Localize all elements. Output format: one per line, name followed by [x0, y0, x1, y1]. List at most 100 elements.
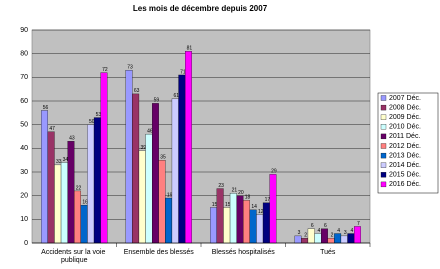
- bar: [132, 93, 140, 244]
- bar: [184, 51, 192, 244]
- value-label: 21: [232, 188, 238, 194]
- value-label: 39: [140, 145, 146, 151]
- value-label: 43: [69, 136, 75, 142]
- legend-swatch: [380, 133, 387, 140]
- legend-swatch: [380, 143, 387, 149]
- y-tick-label: 90: [20, 27, 28, 34]
- y-tick-label: 30: [20, 169, 28, 176]
- value-label: 71: [180, 69, 186, 75]
- value-label: 2: [331, 233, 334, 239]
- value-label: 63: [134, 88, 140, 94]
- bar: [249, 209, 257, 244]
- bar: [320, 228, 328, 244]
- bar: [67, 141, 75, 244]
- legend-swatch: [380, 104, 387, 111]
- value-label: 15: [212, 202, 218, 208]
- legend-swatch: [380, 95, 387, 101]
- legend-swatch: [380, 114, 387, 120]
- legend-label: 2010 Déc.: [389, 124, 421, 131]
- y-tick-label: 10: [20, 216, 28, 223]
- bar: [262, 202, 270, 244]
- legend-swatch: [380, 124, 387, 130]
- y-tick-label: 60: [20, 98, 28, 105]
- bar: [216, 188, 224, 244]
- value-label: 29: [271, 169, 277, 175]
- bar: [223, 207, 231, 244]
- bar: [41, 110, 48, 244]
- x-tick-label: Ensemble des blessés: [124, 249, 195, 256]
- value-label: 47: [49, 126, 55, 132]
- value-label: 19: [167, 192, 173, 198]
- legend-label: 2012 Déc.: [389, 143, 421, 150]
- value-label: 14: [251, 204, 257, 210]
- bar: [80, 204, 88, 244]
- bar: [47, 131, 55, 244]
- bar: [294, 235, 302, 244]
- value-label: 46: [147, 128, 153, 134]
- legend-swatch: [380, 162, 387, 168]
- value-label: 53: [96, 112, 102, 118]
- legend-label: 2015 Déc.: [389, 172, 421, 179]
- bar: [347, 233, 355, 244]
- value-label: 33: [56, 159, 62, 165]
- bar: [327, 238, 335, 244]
- bar: [334, 233, 342, 244]
- bar: [165, 197, 173, 244]
- y-tick-label: 0: [24, 240, 28, 247]
- value-label: 12: [258, 209, 264, 215]
- bar: [236, 195, 244, 244]
- bar: [74, 190, 81, 244]
- y-tick-label: 40: [20, 145, 28, 152]
- value-label: 3: [298, 230, 301, 236]
- value-label: 34: [63, 157, 69, 163]
- value-label: 23: [218, 183, 224, 189]
- bar: [307, 228, 315, 244]
- y-tick-label: 50: [20, 122, 28, 129]
- legend-label: 2008 Déc.: [389, 104, 421, 111]
- value-label: 4: [317, 228, 320, 234]
- bar: [210, 207, 217, 244]
- x-tick-label: Tués: [320, 249, 336, 256]
- bar: [171, 98, 179, 244]
- bar: [54, 164, 62, 244]
- x-tick-label-line: publique: [61, 257, 88, 264]
- bar: [151, 103, 159, 244]
- bar: [125, 70, 133, 244]
- bar: [60, 162, 68, 244]
- bar: [145, 133, 153, 244]
- legend-label: 2013 Déc.: [389, 152, 421, 159]
- legend-label: 2011 Déc.: [389, 133, 420, 140]
- y-tick-label: 20: [20, 193, 28, 200]
- value-label: 6: [324, 223, 327, 229]
- value-label: 15: [225, 202, 231, 208]
- value-label: 61: [173, 93, 179, 99]
- bar: [340, 235, 348, 244]
- value-label: 17: [265, 197, 271, 203]
- x-tick-label: Blessés hospitalisés: [212, 249, 276, 256]
- value-label: 4: [350, 228, 353, 234]
- legend-label: 2014 Déc.: [389, 162, 421, 169]
- value-label: 50: [89, 119, 95, 125]
- y-tick-label: 80: [20, 51, 28, 58]
- value-label: 73: [127, 65, 133, 71]
- legend-box: [377, 92, 439, 194]
- x-tick-label-line: Accidents sur la voie: [41, 249, 107, 256]
- value-label: 2: [304, 233, 307, 239]
- value-label: 4: [337, 228, 340, 234]
- bar: [100, 72, 108, 244]
- bar: [93, 117, 101, 244]
- y-tick-label: 70: [20, 74, 28, 81]
- legend-swatch: [380, 152, 387, 159]
- value-label: 18: [245, 195, 251, 201]
- value-label: 22: [76, 185, 82, 191]
- bar: [138, 150, 146, 244]
- bar: [269, 174, 277, 244]
- x-tick-label: Accidents sur la voie publique: [41, 249, 107, 264]
- legend-label: 2009 Déc.: [389, 114, 421, 121]
- bar: [301, 238, 309, 244]
- bar: [243, 200, 250, 244]
- bar: [158, 160, 166, 244]
- chart-title: Les mois de décembre depuis 2007: [133, 4, 268, 13]
- value-label: 72: [102, 67, 108, 73]
